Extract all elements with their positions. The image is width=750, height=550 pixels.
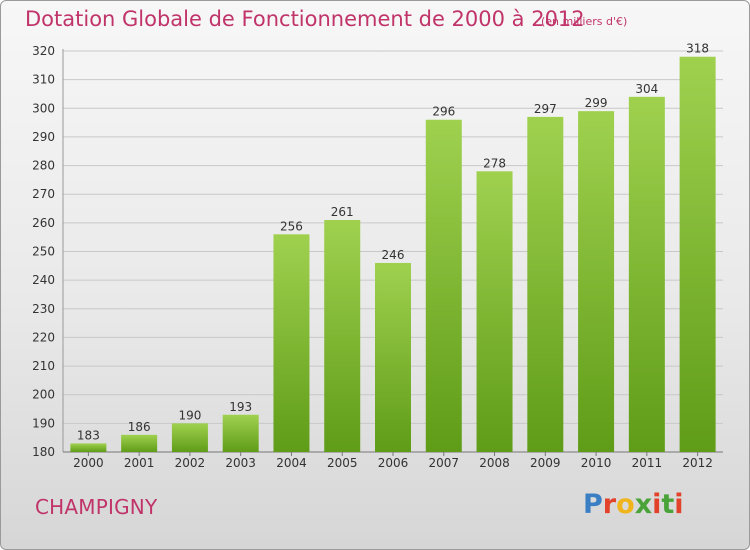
- y-tick-label: 280: [32, 159, 55, 173]
- data-label: 296: [432, 105, 455, 119]
- bar: [527, 116, 564, 452]
- y-tick-label: 270: [32, 187, 55, 201]
- data-label: 278: [483, 156, 506, 170]
- data-label: 299: [585, 96, 608, 110]
- y-tick-label: 300: [32, 101, 55, 115]
- x-tick-label: 2006: [378, 456, 409, 470]
- y-tick-label: 200: [32, 388, 55, 402]
- proxiti-logo[interactable]: Proxiti: [583, 489, 684, 520]
- x-tick-label: 2010: [581, 456, 612, 470]
- y-tick-label: 180: [32, 445, 55, 459]
- bar: [121, 434, 158, 452]
- bar: [273, 234, 310, 452]
- y-tick-label: 190: [32, 416, 55, 430]
- logo-letter: t: [661, 489, 675, 520]
- y-tick-label: 310: [32, 73, 55, 87]
- data-label: 193: [229, 400, 252, 414]
- x-tick-label: 2011: [632, 456, 663, 470]
- x-tick-label: 2000: [73, 456, 104, 470]
- x-tick-label: 2001: [124, 456, 155, 470]
- bar: [222, 414, 259, 452]
- y-tick-label: 290: [32, 130, 55, 144]
- logo-letter: i: [652, 489, 662, 520]
- x-tick-label: 2005: [327, 456, 358, 470]
- logo-letter: o: [616, 489, 635, 520]
- y-tick-label: 210: [32, 359, 55, 373]
- logo-letter: x: [634, 489, 653, 520]
- bar: [476, 171, 513, 453]
- logo-letter: P: [583, 489, 603, 520]
- y-tick-label: 220: [32, 330, 55, 344]
- logo-letter: i: [674, 489, 684, 520]
- bars: [70, 56, 716, 453]
- bar: [324, 219, 361, 452]
- bar: [679, 56, 716, 452]
- y-tick-label: 260: [32, 216, 55, 230]
- bar: [70, 443, 107, 452]
- unit-label: (en milliers d'€): [541, 15, 628, 28]
- bar: [628, 96, 665, 452]
- x-tick-label: 2002: [175, 456, 206, 470]
- x-tick-label: 2012: [682, 456, 713, 470]
- data-labels: 183 186 190 193 256 261 246 296 278 297 299 304 318: [77, 42, 709, 443]
- commune-name: CHAMPIGNY: [35, 495, 158, 519]
- x-tick-label: 2003: [225, 456, 256, 470]
- logo-letter: r: [602, 489, 617, 520]
- bar: [375, 262, 411, 452]
- data-label: 186: [128, 420, 151, 434]
- y-tick-label: 230: [32, 302, 55, 316]
- bar: [171, 423, 208, 452]
- y-tick-label: 320: [32, 44, 55, 58]
- y-tick-label: 250: [32, 245, 55, 259]
- data-label: 304: [635, 82, 658, 96]
- data-label: 190: [178, 408, 201, 422]
- x-tick-label: 2008: [479, 456, 510, 470]
- chart-title: Dotation Globale de Fonctionnement de 20…: [25, 7, 585, 31]
- data-label: 318: [686, 42, 709, 56]
- bar: [425, 119, 462, 452]
- data-label: 256: [280, 219, 303, 233]
- y-tick-label: 240: [32, 273, 55, 287]
- x-tick-label: 2007: [428, 456, 459, 470]
- bar: [578, 111, 615, 453]
- data-label: 183: [77, 428, 100, 442]
- x-tick-label: 2009: [530, 456, 561, 470]
- x-tick-label: 2004: [276, 456, 307, 470]
- data-label: 297: [534, 102, 557, 116]
- data-label: 246: [382, 248, 405, 262]
- data-label: 261: [331, 205, 354, 219]
